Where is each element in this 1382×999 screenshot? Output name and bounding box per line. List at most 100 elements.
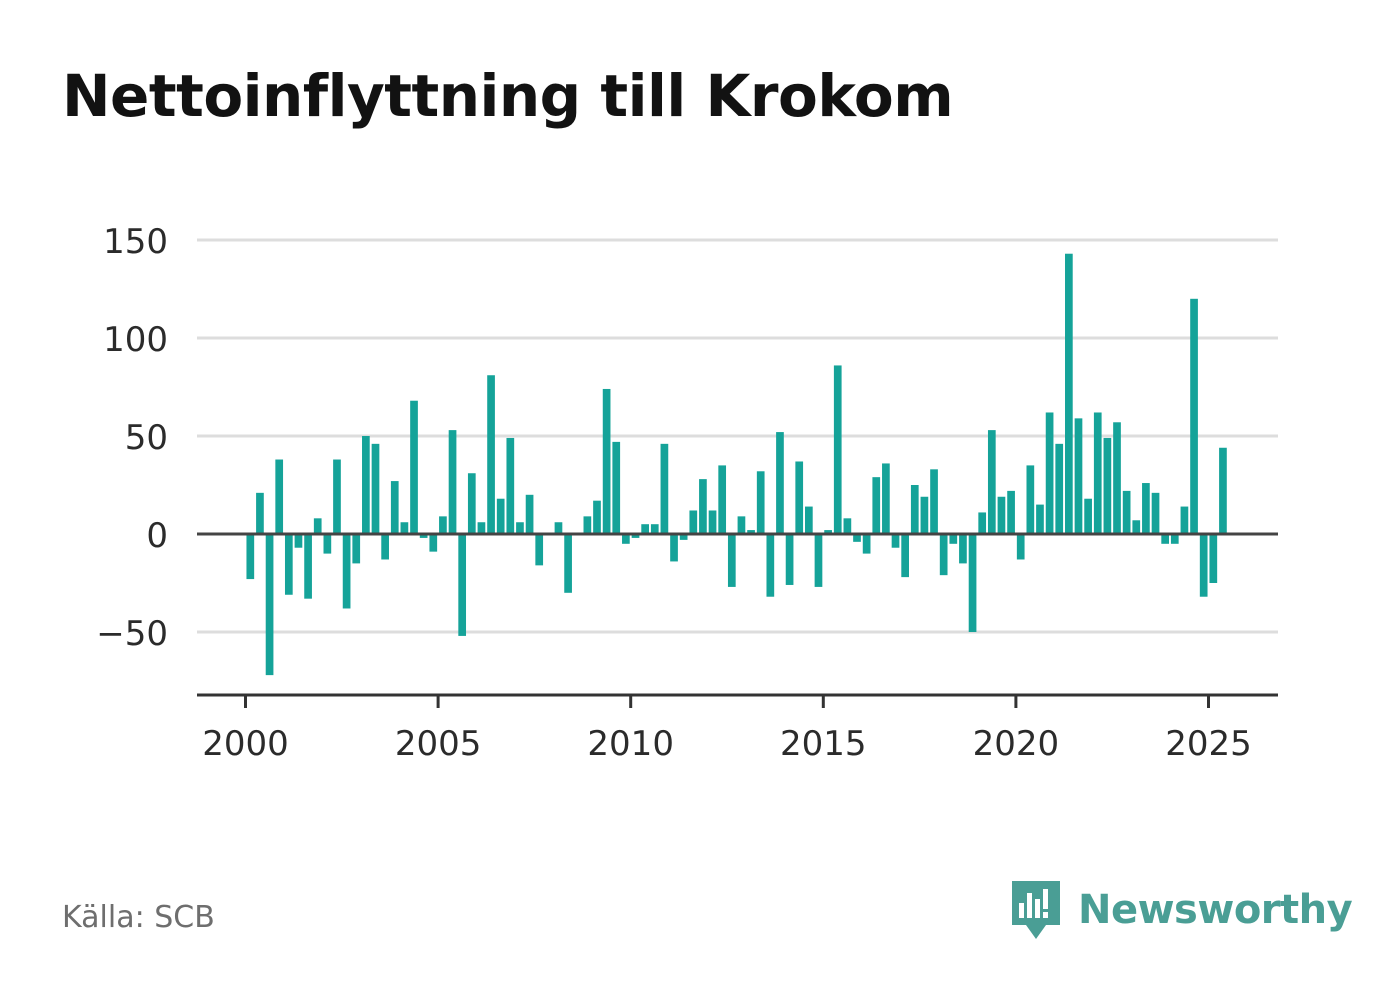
bar	[785, 534, 794, 585]
bar	[333, 459, 341, 534]
bar	[833, 365, 842, 534]
bar	[997, 496, 1006, 534]
y-tick-label: −50	[96, 614, 168, 654]
bar	[477, 522, 486, 534]
bar	[265, 534, 274, 676]
bar	[670, 534, 678, 562]
chart-title: Nettoinflyttning till Krokom	[62, 62, 954, 130]
bar	[362, 436, 370, 534]
bar	[650, 524, 659, 534]
bar	[901, 534, 909, 578]
bar	[1219, 447, 1227, 534]
bar	[612, 441, 621, 534]
bar	[660, 443, 669, 534]
bar	[352, 534, 361, 564]
bar	[1180, 506, 1189, 534]
bar	[631, 534, 640, 538]
x-tick-label: 2015	[780, 724, 867, 764]
bar	[699, 479, 707, 534]
bar	[1113, 422, 1121, 534]
bar	[448, 430, 457, 534]
bar	[516, 522, 524, 534]
bar	[371, 443, 380, 534]
bar	[824, 530, 832, 534]
bar	[679, 534, 688, 540]
bar	[467, 473, 476, 534]
bar	[708, 510, 717, 534]
bar	[718, 465, 727, 534]
bar	[602, 388, 611, 534]
bar	[313, 518, 322, 534]
bar	[487, 375, 495, 534]
bar	[853, 534, 861, 542]
bar	[805, 506, 813, 534]
bar	[968, 534, 977, 632]
x-tick-labels: 2000 2005 2010 2015 2020 2025	[202, 724, 1252, 764]
bar	[1161, 534, 1170, 544]
bar	[1065, 253, 1073, 534]
y-tick-label: 100	[103, 320, 168, 360]
bar	[1074, 418, 1083, 534]
bar	[564, 534, 572, 593]
bar	[910, 485, 919, 534]
bar	[246, 534, 255, 580]
bar	[891, 534, 900, 548]
axes	[197, 532, 1278, 708]
bar	[987, 430, 996, 534]
bar-series	[246, 253, 1227, 676]
bar	[1055, 443, 1064, 534]
bar	[1132, 520, 1141, 534]
bar	[535, 534, 544, 566]
bar	[1016, 534, 1025, 560]
bar	[583, 516, 592, 534]
bar	[1084, 498, 1092, 534]
bar	[593, 500, 601, 534]
y-tick-labels: 150 100 50 0 −50	[96, 222, 168, 654]
bar	[1122, 490, 1131, 534]
bar	[284, 534, 293, 595]
bar	[439, 516, 447, 534]
x-tick-label: 2000	[202, 724, 289, 764]
y-tick-label: 50	[125, 418, 168, 458]
bar	[622, 534, 630, 544]
bar	[410, 400, 418, 534]
bar	[920, 496, 929, 534]
bar	[949, 534, 958, 544]
brand-name: Newsworthy	[1078, 887, 1353, 933]
bar	[795, 461, 804, 534]
bar	[939, 534, 948, 576]
bar	[1170, 534, 1179, 544]
bar	[930, 469, 938, 534]
bar	[342, 534, 351, 609]
bar	[1093, 412, 1102, 534]
x-tick-label: 2025	[1165, 724, 1252, 764]
y-tick-label: 0	[146, 516, 168, 556]
bar	[323, 534, 332, 554]
bar	[390, 481, 399, 534]
y-tick-label: 150	[103, 222, 168, 262]
source-note: Källa: SCB	[62, 900, 215, 935]
bar	[959, 534, 967, 564]
brand-logo: Newsworthy	[1010, 878, 1353, 942]
bar	[1007, 490, 1015, 534]
bar	[862, 534, 871, 554]
bar	[689, 510, 698, 534]
bar	[756, 471, 765, 534]
bar	[766, 534, 775, 597]
bar	[429, 534, 438, 552]
bar	[641, 524, 649, 534]
bar	[727, 534, 736, 587]
bar	[506, 437, 515, 534]
x-tick-label: 2005	[395, 724, 482, 764]
bar	[843, 518, 852, 534]
bar	[1142, 483, 1150, 534]
bar	[1209, 534, 1218, 583]
bar	[1199, 534, 1208, 597]
bar	[275, 459, 284, 534]
newsworthy-logo-icon	[1012, 881, 1060, 939]
bar	[747, 530, 755, 534]
bar	[814, 534, 823, 587]
bar	[256, 492, 264, 534]
bar	[1190, 298, 1198, 534]
